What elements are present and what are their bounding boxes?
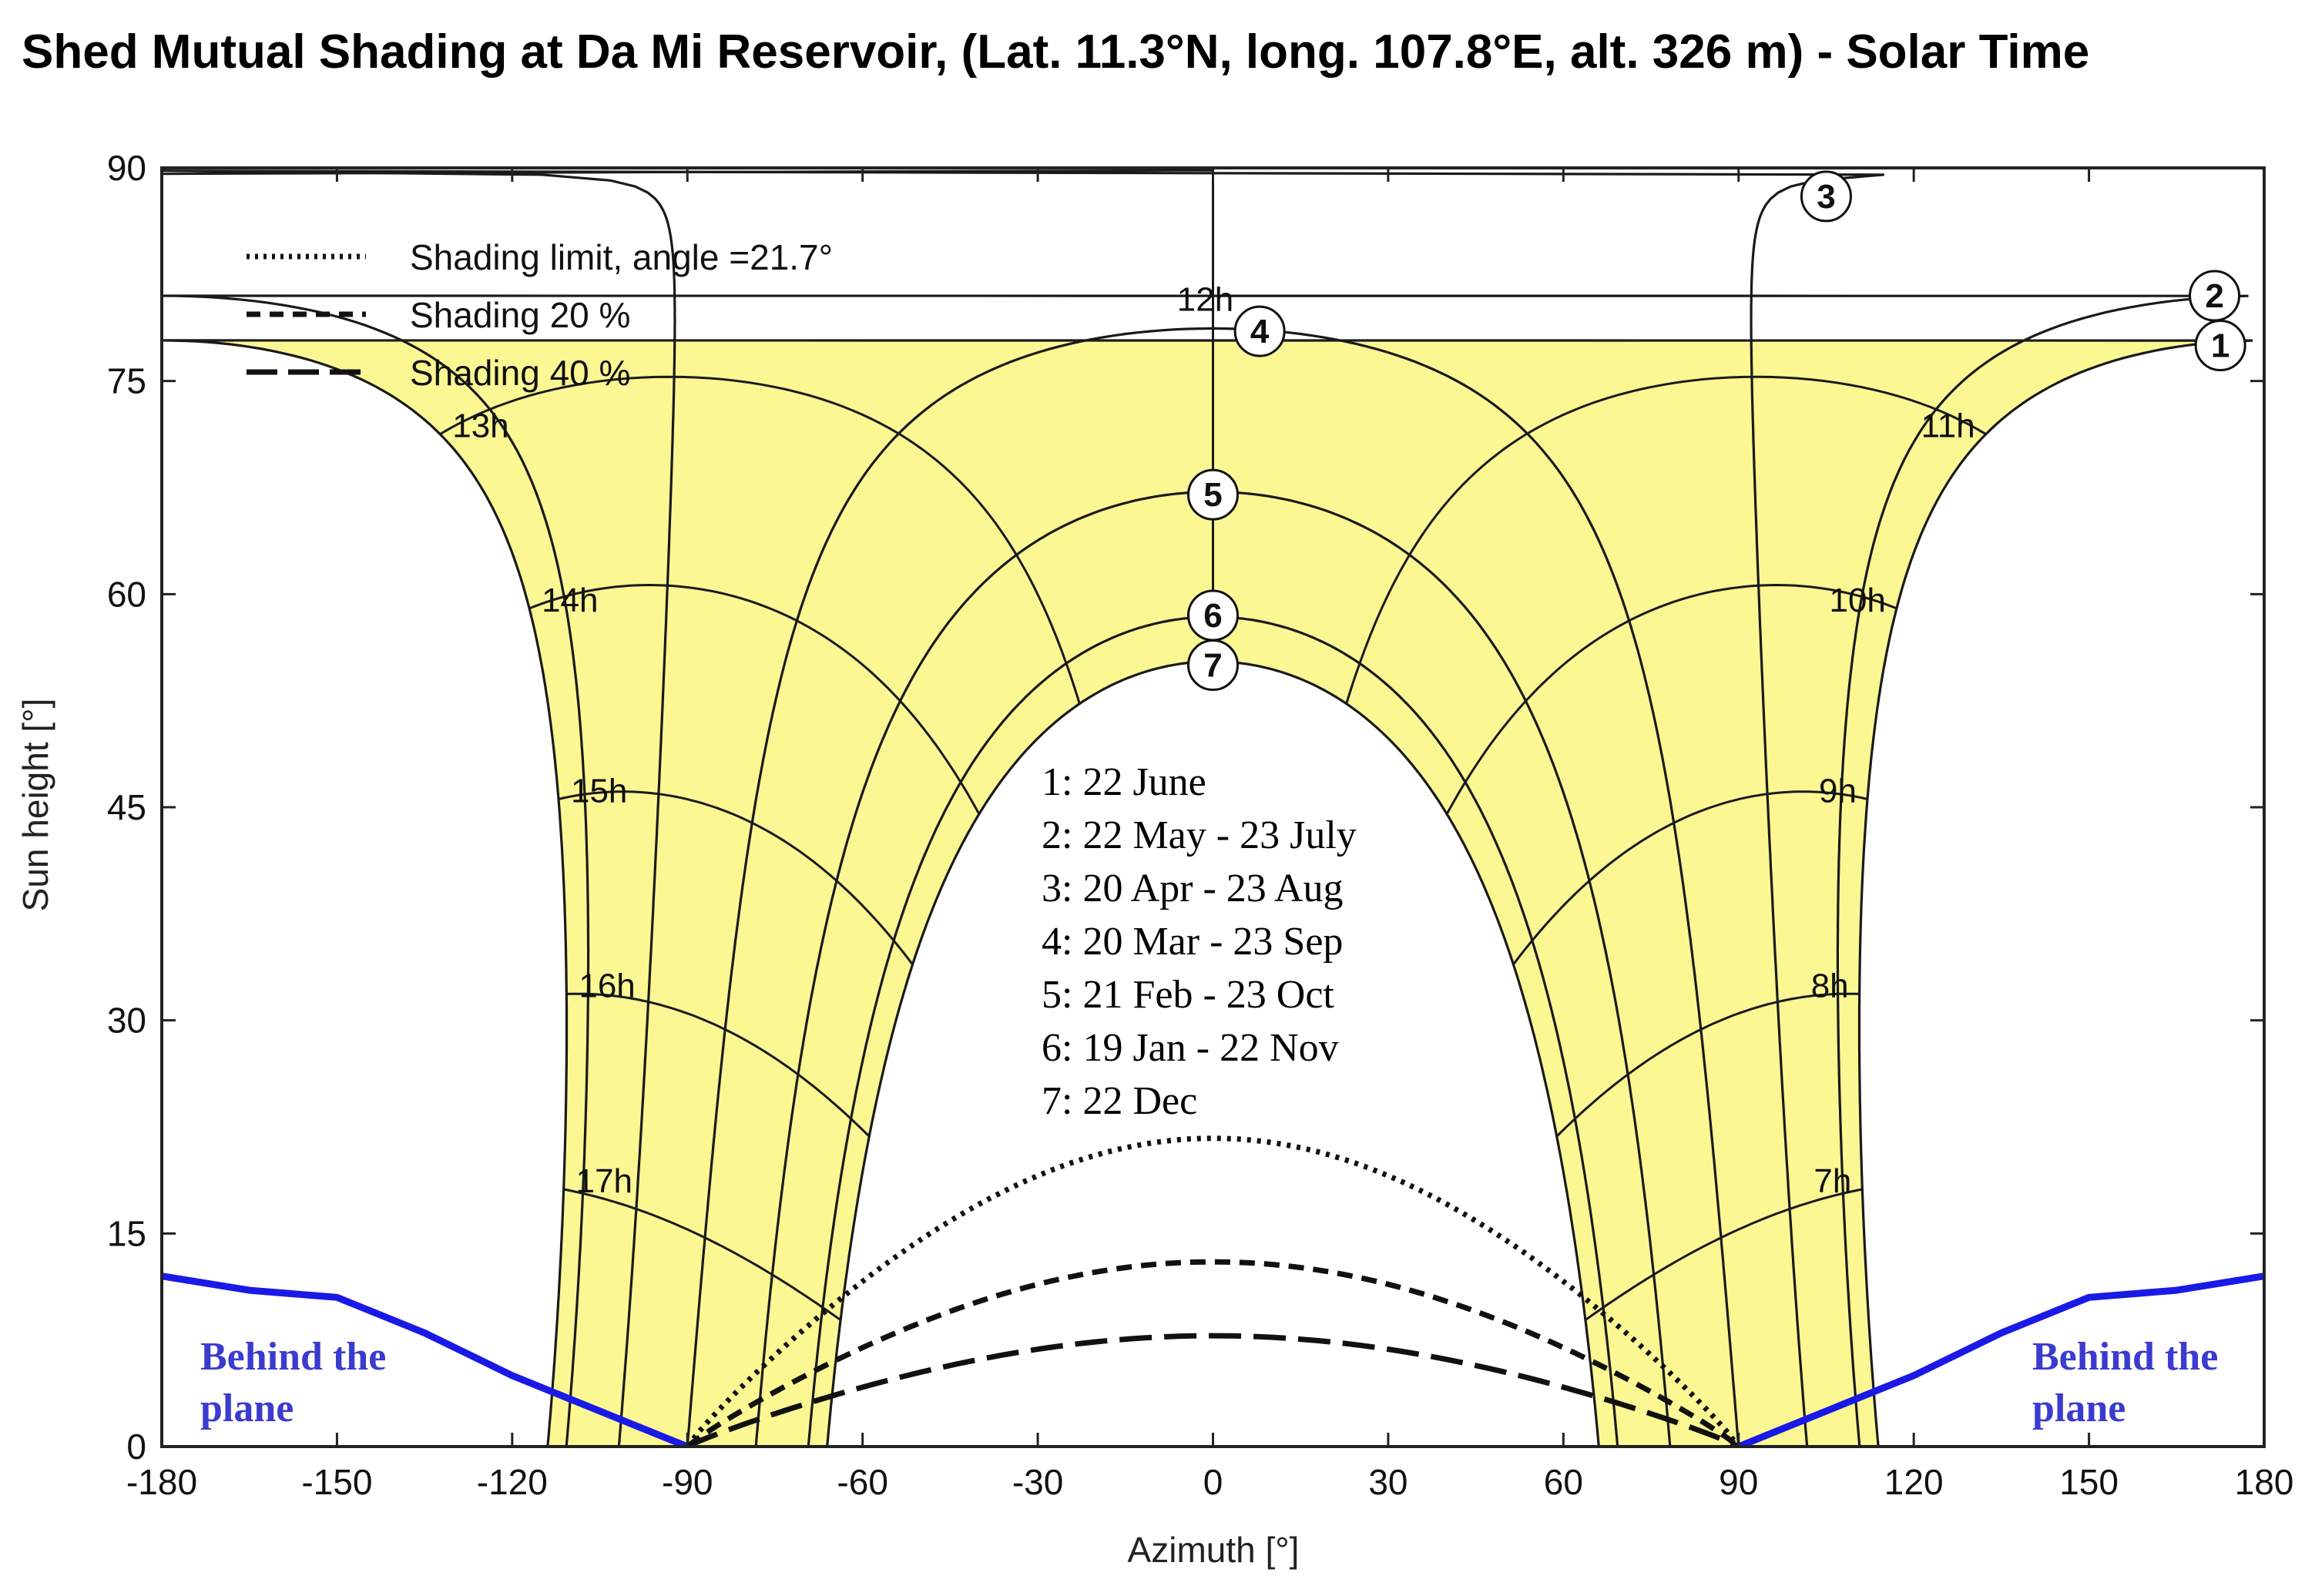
behind-right-line1: Behind the	[2032, 1335, 2218, 1379]
hour-line-16h	[566, 992, 871, 1138]
hour-line-14h	[528, 583, 981, 815]
y-axis-label: Sun height [°]	[15, 699, 55, 912]
legend-label-limit: Shading limit, angle =21.7°	[410, 237, 833, 277]
hour-label-9h: 9h	[1819, 772, 1857, 810]
marker-label-3: 3	[1817, 178, 1835, 216]
legend: Shading limit, angle =21.7° Shading 20 %…	[247, 237, 833, 393]
hour-line-9h	[1512, 790, 1868, 966]
y-tick-label: 90	[107, 148, 146, 188]
key-6: 6: 19 Jan - 22 Nov	[1042, 1026, 1339, 1070]
x-tick-label: -120	[477, 1462, 548, 1502]
hour-line-curves	[162, 169, 1987, 1321]
x-tick-label: -60	[837, 1462, 887, 1502]
x-tick-label: 180	[2235, 1462, 2294, 1502]
behind-left-line2: plane	[200, 1386, 294, 1430]
hour-line-13h	[439, 375, 1081, 705]
hour-line-8h	[1555, 992, 1860, 1138]
hour-line-17h	[563, 1188, 841, 1321]
y-tick-label: 0	[126, 1427, 146, 1467]
marker-circle-4	[1233, 305, 1286, 357]
y-tick-label: 45	[107, 787, 146, 827]
hour-label-12h: 12h	[1177, 281, 1233, 319]
behind-plane-lines	[162, 1272, 2264, 1447]
shading-curve-dashed	[686, 1259, 1740, 1447]
x-tick-label: -90	[662, 1462, 713, 1502]
x-tick-label: -150	[301, 1462, 372, 1502]
behind-plane-line-right	[1737, 1272, 2264, 1447]
legend-label-40: Shading 40 %	[410, 353, 630, 393]
hour-line-10h	[1445, 583, 1897, 815]
marker-circle-7	[1187, 639, 1239, 692]
hour-label-15h: 15h	[571, 772, 627, 810]
key-7: 7: 22 Dec	[1042, 1079, 1197, 1123]
key-3: 3: 20 Apr - 23 Aug	[1042, 867, 1343, 910]
chart-title: Shed Mutual Shading at Da Mi Reservoir, …	[22, 25, 2089, 79]
behind-left-line1: Behind the	[200, 1335, 386, 1379]
x-tick-label: 150	[2059, 1462, 2119, 1502]
key-1: 1: 22 June	[1042, 760, 1206, 804]
hour-label-11h: 11h	[1921, 407, 1975, 445]
hour-label-17h: 17h	[576, 1162, 632, 1200]
x-tick-label: -180	[126, 1462, 197, 1502]
date-key: 1: 22 June 2: 22 May - 23 July 3: 20 Apr…	[1042, 760, 1357, 1123]
marker-label-1: 1	[2211, 327, 2230, 365]
shading-curve-longdash	[686, 1333, 1740, 1447]
marker-circle-5	[1187, 468, 1239, 521]
x-tick-label: 0	[1203, 1462, 1223, 1502]
sun-region-fill	[162, 340, 2253, 1447]
sun-path-3	[162, 169, 1884, 1447]
y-tick-label: 15	[107, 1213, 146, 1253]
x-tick-label: 120	[1884, 1462, 1944, 1502]
hour-labels: 7h 8h 9h 10h 11h 12h 13h 14h 15h 16h 17h	[452, 281, 1975, 1200]
x-tick-label: 30	[1368, 1462, 1407, 1502]
x-axis-ticks: -180 -150 -120 -90 -60 -30 0 30 60 90 120 150 180	[126, 168, 2293, 1502]
hour-label-13h: 13h	[452, 407, 508, 445]
marker-circle-2	[2189, 270, 2241, 322]
x-tick-label: -30	[1012, 1462, 1063, 1502]
sun-path-2	[162, 294, 2249, 1447]
hour-line-11h	[1345, 375, 1987, 705]
sun-path-1	[162, 339, 2253, 1447]
shading-curves	[685, 1135, 1741, 1447]
x-tick-label: 90	[1719, 1462, 1758, 1502]
y-tick-label: 60	[107, 574, 146, 614]
key-2: 2: 22 May - 23 July	[1042, 813, 1357, 857]
behind-plane-line-left	[162, 1272, 689, 1447]
hour-label-10h: 10h	[1829, 582, 1885, 619]
sun-path-markers: 1 2 3 4 5 6 7	[1187, 170, 2246, 692]
behind-right-line2: plane	[2032, 1386, 2125, 1430]
key-5: 5: 21 Feb - 23 Oct	[1042, 973, 1334, 1017]
hour-label-8h: 8h	[1811, 967, 1849, 1004]
y-tick-label: 30	[107, 1001, 146, 1041]
x-axis-label: Azimuth [°]	[1128, 1530, 1300, 1570]
marker-circle-3	[1800, 170, 1852, 223]
marker-label-4: 4	[1250, 313, 1270, 350]
marker-label-7: 7	[1203, 647, 1222, 685]
key-4: 4: 20 Mar - 23 Sep	[1042, 920, 1343, 964]
hour-line-12h	[162, 169, 1214, 662]
hour-line-7h	[1585, 1188, 1863, 1321]
behind-plane-labels: Behind the plane Behind the plane	[200, 1335, 2218, 1430]
x-tick-label: 60	[1544, 1462, 1583, 1502]
marker-label-2: 2	[2205, 277, 2223, 315]
shading-curve-dotted	[685, 1135, 1741, 1447]
hour-label-16h: 16h	[579, 967, 635, 1004]
legend-label-20: Shading 20 %	[410, 295, 630, 335]
hour-label-14h: 14h	[542, 582, 598, 619]
hour-label-7h: 7h	[1813, 1162, 1851, 1200]
marker-label-6: 6	[1203, 597, 1222, 635]
hour-line-15h	[558, 790, 914, 966]
y-tick-label: 75	[107, 361, 146, 401]
marker-label-5: 5	[1203, 476, 1222, 514]
